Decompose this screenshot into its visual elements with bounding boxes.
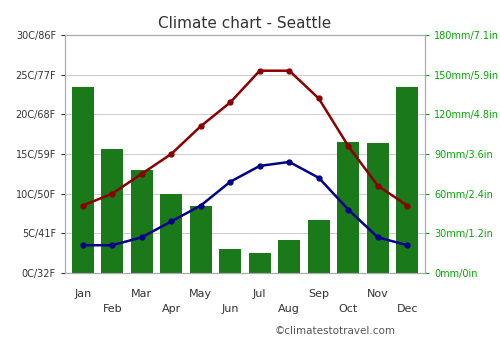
Text: ©climatestotravel.com: ©climatestotravel.com <box>275 326 396 336</box>
Text: Apr: Apr <box>162 304 181 315</box>
Text: May: May <box>189 289 212 299</box>
Text: Jun: Jun <box>222 304 239 315</box>
Bar <box>248 253 271 273</box>
Legend: Prec, Min, Max: Prec, Min, Max <box>68 345 266 350</box>
Text: Sep: Sep <box>308 289 330 299</box>
Text: Aug: Aug <box>278 304 300 315</box>
Text: Dec: Dec <box>396 304 418 315</box>
Bar <box>160 194 182 273</box>
Bar <box>130 170 153 273</box>
Text: Feb: Feb <box>102 304 122 315</box>
Bar <box>366 144 389 273</box>
Text: Jan: Jan <box>74 289 92 299</box>
Bar <box>278 240 300 273</box>
Bar <box>72 86 94 273</box>
Text: Oct: Oct <box>338 304 358 315</box>
Bar <box>337 142 359 273</box>
Text: Jul: Jul <box>253 289 266 299</box>
Bar <box>101 149 124 273</box>
Text: Mar: Mar <box>131 289 152 299</box>
Bar <box>396 86 418 273</box>
Bar <box>219 249 242 273</box>
Title: Climate chart - Seattle: Climate chart - Seattle <box>158 16 332 31</box>
Text: Nov: Nov <box>367 289 388 299</box>
Bar <box>190 205 212 273</box>
Bar <box>308 220 330 273</box>
